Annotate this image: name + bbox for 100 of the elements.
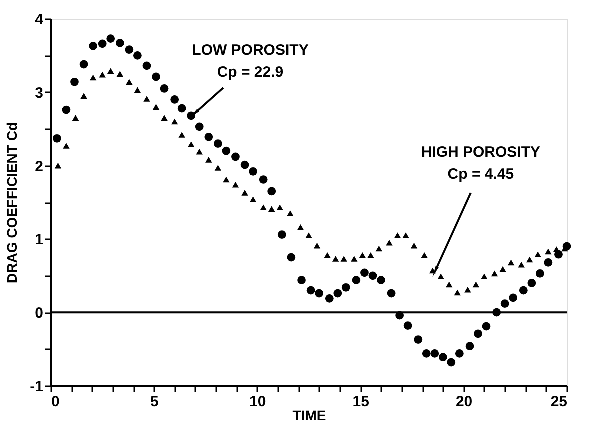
point xyxy=(232,182,240,188)
point xyxy=(125,46,134,54)
point xyxy=(126,79,133,86)
point xyxy=(63,143,70,149)
point xyxy=(232,152,240,162)
point xyxy=(152,72,160,82)
point xyxy=(340,256,348,262)
point xyxy=(206,157,212,163)
point xyxy=(195,122,204,132)
point xyxy=(144,96,150,102)
point xyxy=(325,294,334,303)
point xyxy=(142,62,152,70)
point xyxy=(360,268,369,278)
point xyxy=(536,270,544,278)
point xyxy=(134,87,142,94)
point xyxy=(116,39,124,48)
point xyxy=(519,286,528,295)
point xyxy=(268,187,276,196)
point xyxy=(394,232,402,238)
point xyxy=(352,276,361,284)
point xyxy=(466,342,474,351)
point xyxy=(500,266,506,272)
y-axis-title: DRAG COEFFICIENT Cd xyxy=(4,122,20,284)
x-tick-label: 15 xyxy=(352,394,370,410)
point xyxy=(99,72,106,78)
x-tick-label: 20 xyxy=(456,394,473,410)
point xyxy=(170,96,180,104)
point xyxy=(260,204,267,211)
point xyxy=(518,262,525,268)
point xyxy=(278,230,286,239)
x-axis-title: TIME xyxy=(292,408,326,424)
point xyxy=(152,104,160,110)
y-tick-label: 4 xyxy=(35,12,44,28)
point xyxy=(455,350,464,358)
x-tick-label: 25 xyxy=(550,394,568,410)
point xyxy=(98,40,107,48)
point xyxy=(240,160,250,170)
point xyxy=(178,132,186,138)
point xyxy=(268,206,276,212)
point xyxy=(314,242,321,249)
point xyxy=(160,84,169,93)
point xyxy=(422,350,431,358)
point xyxy=(80,93,88,99)
point xyxy=(214,165,222,171)
point xyxy=(134,52,142,60)
point xyxy=(223,176,230,183)
point xyxy=(116,71,124,77)
point xyxy=(108,68,114,74)
point xyxy=(334,289,342,298)
point xyxy=(249,167,258,176)
point xyxy=(446,282,453,288)
point xyxy=(287,210,294,216)
point xyxy=(454,290,461,296)
annotation: LOW POROSITY Cp = 22.9 xyxy=(192,42,309,81)
x-tick-label: 10 xyxy=(250,394,266,410)
point xyxy=(342,283,350,292)
point xyxy=(402,232,410,238)
point xyxy=(472,282,480,288)
point xyxy=(297,224,304,230)
y-tick-label: -1 xyxy=(30,378,44,396)
point xyxy=(70,78,79,86)
y-tick-label: 3 xyxy=(35,84,44,102)
y-tick-label: 1 xyxy=(35,232,44,249)
point xyxy=(351,256,358,262)
point xyxy=(276,204,284,211)
point xyxy=(438,353,448,362)
point xyxy=(438,274,444,280)
point xyxy=(214,140,222,148)
point xyxy=(242,190,248,196)
point xyxy=(526,256,534,263)
point xyxy=(534,252,542,258)
point xyxy=(410,242,418,249)
y-tick-label: 0 xyxy=(35,305,44,322)
point xyxy=(178,104,186,113)
point xyxy=(359,252,366,258)
y-tick-label: 2 xyxy=(35,158,44,176)
point xyxy=(106,34,116,43)
point xyxy=(376,246,383,252)
point xyxy=(414,336,423,344)
point xyxy=(250,196,257,202)
point xyxy=(474,330,482,338)
point xyxy=(387,289,396,298)
point xyxy=(404,322,412,330)
point xyxy=(89,42,98,50)
point xyxy=(306,232,312,238)
point xyxy=(377,276,386,284)
point xyxy=(332,256,340,262)
x-tick-label: 0 xyxy=(52,394,60,410)
point xyxy=(188,142,195,148)
point xyxy=(54,162,62,169)
point xyxy=(500,300,510,308)
point xyxy=(196,148,203,155)
point xyxy=(544,258,553,267)
point xyxy=(545,248,552,255)
point xyxy=(528,279,536,288)
point xyxy=(298,276,306,284)
point xyxy=(287,253,296,262)
point xyxy=(90,74,97,81)
point xyxy=(204,133,214,142)
point xyxy=(491,270,498,277)
